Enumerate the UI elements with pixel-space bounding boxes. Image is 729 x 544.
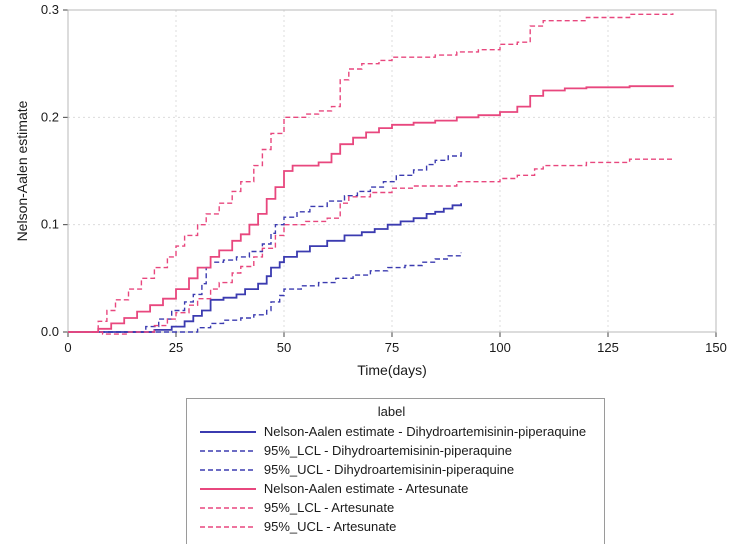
svg-text:0.1: 0.1 [41, 217, 59, 232]
legend-row: Nelson-Aalen estimate - Dihydroartemisin… [197, 422, 586, 441]
legend-row: 95%_LCL - Artesunate [197, 498, 586, 517]
legend-line-sample [199, 430, 256, 433]
legend-title: label [377, 404, 406, 419]
legend-line-sample [199, 449, 256, 452]
legend-rows: Nelson-Aalen estimate - Dihydroartemisin… [197, 422, 586, 536]
svg-text:0: 0 [64, 340, 71, 355]
svg-text:150: 150 [705, 340, 727, 355]
x-axis-title: Time(days) [357, 362, 427, 378]
legend-line-sample [199, 487, 256, 490]
svg-text:0.0: 0.0 [41, 324, 59, 339]
legend-label: Nelson-Aalen estimate - Artesunate [263, 481, 469, 496]
legend-row: 95%_UCL - Artesunate [197, 517, 586, 536]
svg-text:100: 100 [489, 340, 511, 355]
legend-line-sample [199, 525, 256, 528]
svg-text:0.3: 0.3 [41, 2, 59, 17]
legend-label: 95%_UCL - Dihydroartemisinin-piperaquine [263, 462, 515, 477]
y-axis-title: Nelson-Aalen estimate [14, 100, 30, 242]
chart-svg: 0 25 50 75 100 125 150 0.0 0.1 0.2 0.3 [41, 2, 727, 355]
svg-text:125: 125 [597, 340, 619, 355]
svg-text:25: 25 [169, 340, 183, 355]
svg-text:75: 75 [385, 340, 399, 355]
legend-label: 95%_LCL - Artesunate [263, 500, 395, 515]
legend-label: 95%_UCL - Artesunate [263, 519, 397, 534]
legend-label: 95%_LCL - Dihydroartemisinin-piperaquine [263, 443, 512, 458]
legend-row: 95%_UCL - Dihydroartemisinin-piperaquine [197, 460, 586, 479]
legend-line-sample [199, 468, 256, 471]
svg-text:50: 50 [277, 340, 291, 355]
legend-box: label Nelson-Aalen estimate - Dihydroart… [185, 398, 606, 544]
legend-line-sample [199, 506, 256, 509]
svg-text:0.2: 0.2 [41, 109, 59, 124]
legend-row: Nelson-Aalen estimate - Artesunate [197, 479, 586, 498]
legend-label: Nelson-Aalen estimate - Dihydroartemisin… [263, 424, 587, 439]
chart-container: 0 25 50 75 100 125 150 0.0 0.1 0.2 0.3 Nelson-Aale… [14, 2, 727, 378]
legend-row: 95%_LCL - Dihydroartemisinin-piperaquine [197, 441, 586, 460]
